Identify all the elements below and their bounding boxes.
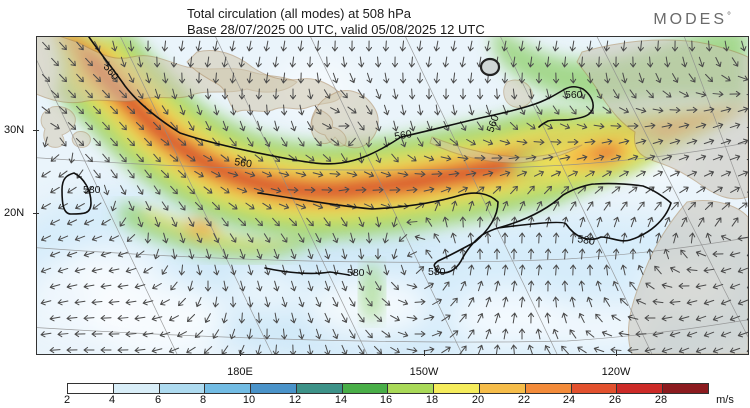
svg-text:580: 580 <box>347 267 365 279</box>
svg-text:560: 560 <box>565 89 583 101</box>
svg-text:560: 560 <box>234 156 253 170</box>
svg-text:580: 580 <box>428 266 446 278</box>
svg-text:580: 580 <box>83 184 101 196</box>
